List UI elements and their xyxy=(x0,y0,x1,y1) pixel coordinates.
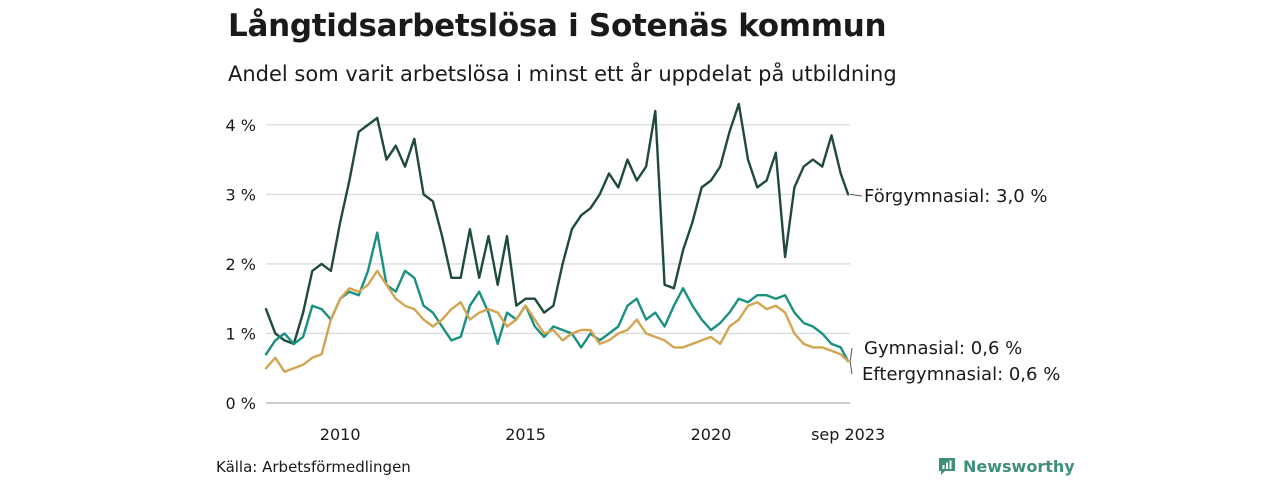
series-line-förgymnasial xyxy=(264,102,850,346)
newsworthy-icon xyxy=(939,458,955,475)
y-tick-label: 1 % xyxy=(226,324,256,343)
chart-title: Långtidsarbetslösa i Sotenäs kommun xyxy=(228,8,887,44)
y-axis-ticks: 0 % 1 % 2 % 3 % 4 % xyxy=(226,116,256,413)
y-tick-label: 0 % xyxy=(226,394,256,413)
series-label-gymnasial: Gymnasial: 0,6 % xyxy=(864,338,1022,359)
chart-subtitle: Andel som varit arbetslösa i minst ett å… xyxy=(228,62,897,86)
source-note: Källa: Arbetsförmedlingen xyxy=(216,458,411,476)
y-tick-label: 4 % xyxy=(226,116,256,135)
series-label-förgymnasial: Förgymnasial: 3,0 % xyxy=(864,186,1048,207)
x-tick-label: sep 2023 xyxy=(811,425,885,444)
y-tick-label: 3 % xyxy=(226,185,256,204)
brand-name: Newsworthy xyxy=(963,456,1075,476)
series-label-eftergymnasial: Eftergymnasial: 0,6 % xyxy=(862,364,1060,385)
x-tick-label: 2010 xyxy=(320,425,361,444)
x-tick-label: 2015 xyxy=(505,425,546,444)
label-leader-line xyxy=(850,193,863,197)
y-tick-label: 2 % xyxy=(226,255,256,274)
series-line-eftergymnasial xyxy=(264,269,850,373)
label-leader-line xyxy=(849,347,853,362)
x-axis-ticks: 2010 2015 2020 sep 2023 xyxy=(320,425,885,444)
grid-lines xyxy=(266,124,850,404)
series-lines xyxy=(264,102,850,373)
x-tick-label: 2020 xyxy=(691,425,732,444)
brand-logo: Newsworthy xyxy=(937,456,1075,476)
series-end-labels: Förgymnasial: 3,0 % Gymnasial: 0,6 % Efter… xyxy=(849,186,1060,385)
series-line-gymnasial xyxy=(264,231,850,363)
label-leader-line xyxy=(849,361,853,375)
